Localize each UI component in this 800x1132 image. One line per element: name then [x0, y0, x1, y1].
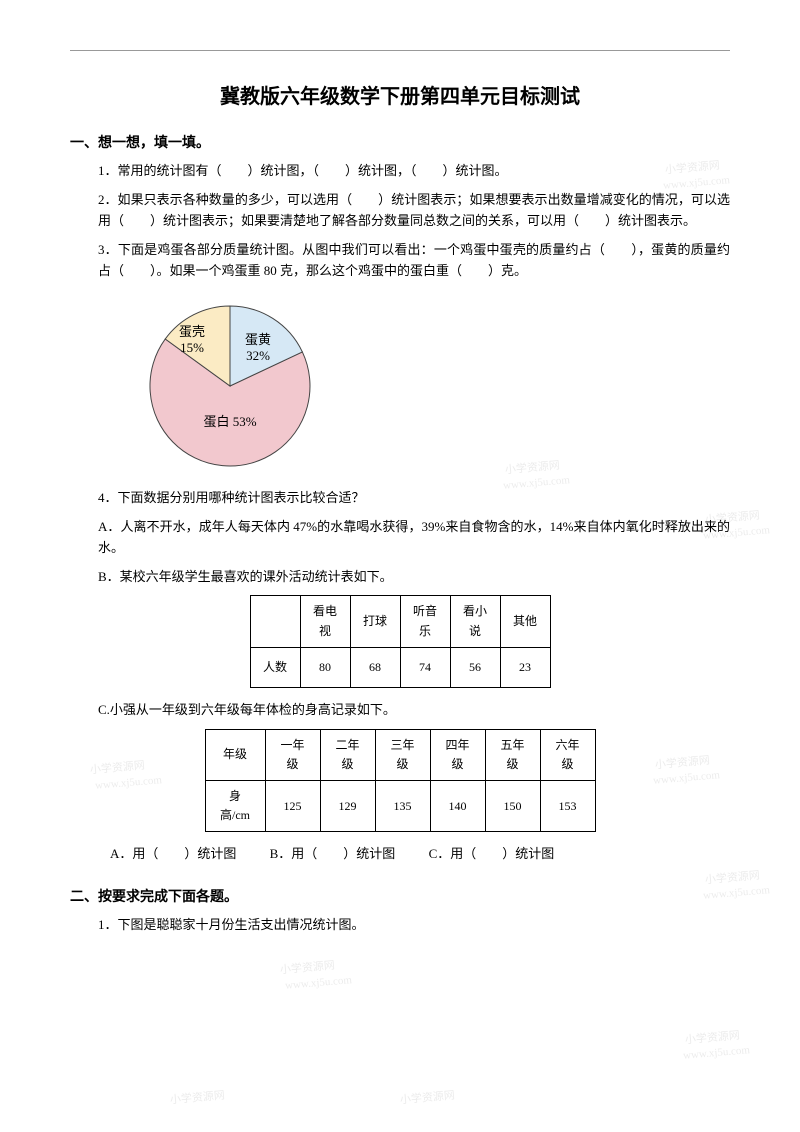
question-2-1: 1．下图是聪聪家十月份生活支出情况统计图。 [98, 915, 730, 936]
table-row-label: 人数 [250, 647, 300, 687]
table-cell: 125 [265, 780, 320, 831]
watermark-url: www.xj5u.com [652, 767, 720, 790]
watermark: 小学资源网 [399, 1088, 455, 1110]
table-header: 四年级 [430, 729, 485, 780]
table-row: 人数 80 68 74 56 23 [250, 647, 550, 687]
pie-label-yolk: 蛋黄 [245, 332, 271, 347]
table-header: 五年级 [485, 729, 540, 780]
table-cell: 80 [300, 647, 350, 687]
table-row: 年级 一年级 二年级 三年级 四年级 五年级 六年级 [205, 729, 595, 780]
answer-c: C．用（ ）统计图 [429, 846, 555, 861]
table-row-label: 身高/cm [205, 780, 265, 831]
question-1-4a: A．人离不开水，成年人每天体内 47%的水靠喝水获得，39%来自食物含的水，14… [98, 517, 730, 559]
table-cell: 23 [500, 647, 550, 687]
pie-label-protein: 蛋白 53% [203, 414, 256, 429]
pie-pct-shell: 15% [180, 340, 204, 355]
answer-b: B．用（ ）统计图 [270, 846, 396, 861]
table-cell: 140 [430, 780, 485, 831]
watermark: 小学资源网 [684, 1028, 740, 1050]
table-cell: 135 [375, 780, 430, 831]
table-row: 看电视 打球 听音乐 看小说 其他 [250, 596, 550, 647]
table-header: 三年级 [375, 729, 430, 780]
answer-a: A．用（ ）统计图 [110, 846, 236, 861]
table-height: 年级 一年级 二年级 三年级 四年级 五年级 六年级 身高/cm 125 129… [205, 729, 596, 833]
watermark-url: www.xj5u.com [284, 972, 352, 995]
watermark-url: www.xj5u.com [682, 1042, 750, 1065]
table-header: 听音乐 [400, 596, 450, 647]
question-1-4c: C.小强从一年级到六年级每年体检的身高记录如下。 [98, 700, 730, 721]
table-header: 二年级 [320, 729, 375, 780]
table-cell: 129 [320, 780, 375, 831]
question-1-4: 4．下面数据分别用哪种统计图表示比较合适？ [98, 488, 730, 509]
document-title: 冀教版六年级数学下册第四单元目标测试 [70, 81, 730, 113]
table-cell: 153 [540, 780, 595, 831]
table-row: 身高/cm 125 129 135 140 150 153 [205, 780, 595, 831]
watermark: 小学资源网 [654, 753, 710, 775]
watermark: 小学资源网 [89, 758, 145, 780]
table-cell: 68 [350, 647, 400, 687]
pie-label-shell: 蛋壳 [179, 324, 205, 339]
question-1-1: 1．常用的统计图有（ ）统计图，（ ）统计图，（ ）统计图。 [98, 161, 730, 182]
table-cell: 74 [400, 647, 450, 687]
table-header-blank [250, 596, 300, 647]
question-1-3: 3．下面是鸡蛋各部分质量统计图。从图中我们可以看出：一个鸡蛋中蛋壳的质量约占（ … [98, 240, 730, 282]
table-cell: 56 [450, 647, 500, 687]
table-header: 其他 [500, 596, 550, 647]
page-top-rule [70, 50, 730, 51]
question-4-answers: A．用（ ）统计图 B．用（ ）统计图 C．用（ ）统计图 [110, 844, 730, 865]
table-header: 六年级 [540, 729, 595, 780]
pie-pct-yolk: 32% [246, 348, 270, 363]
section-1-heading: 一、想一想，填一填。 [70, 131, 730, 153]
watermark-url: www.xj5u.com [94, 772, 162, 795]
watermark: 小学资源网 [279, 958, 335, 980]
table-header: 打球 [350, 596, 400, 647]
question-1-2: 2．如果只表示各种数量的多少，可以选用（ ）统计图表示；如果想要表示出数量增减变… [98, 190, 730, 232]
table-activities: 看电视 打球 听音乐 看小说 其他 人数 80 68 74 56 23 [250, 595, 551, 687]
table-header: 一年级 [265, 729, 320, 780]
section-2-heading: 二、按要求完成下面各题。 [70, 885, 730, 907]
pie-chart-egg: 蛋黄 32% 蛋壳 15% 蛋白 53% [130, 291, 730, 478]
table-header: 看小说 [450, 596, 500, 647]
table-cell: 150 [485, 780, 540, 831]
question-1-4b: B．某校六年级学生最喜欢的课外活动统计表如下。 [98, 567, 730, 588]
watermark: 小学资源网 [169, 1088, 225, 1110]
table-header: 年级 [205, 729, 265, 780]
table-header: 看电视 [300, 596, 350, 647]
